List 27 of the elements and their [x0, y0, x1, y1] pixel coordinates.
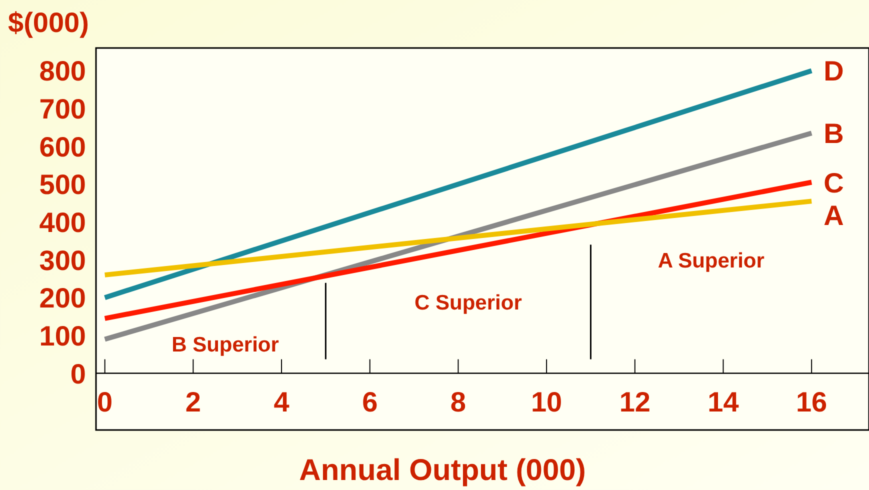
x-tick-label: 4 — [274, 386, 290, 418]
series-label: C — [824, 167, 844, 198]
y-tick-label: 0 — [70, 358, 86, 390]
series-label: A — [824, 200, 844, 232]
x-tick-label: 14 — [708, 386, 740, 418]
x-tick-label: 6 — [362, 386, 378, 418]
y-axis-title: $(000) — [8, 7, 89, 38]
y-tick-label: 700 — [39, 94, 86, 125]
y-tick-label: 600 — [39, 131, 86, 162]
y-tick-label: 400 — [39, 206, 86, 238]
x-tick-label: 2 — [185, 386, 201, 418]
x-tick-label: 12 — [619, 386, 650, 418]
y-tick-label: 800 — [39, 56, 86, 87]
series-label: D — [824, 56, 844, 87]
annotation: A Superior — [658, 249, 764, 272]
x-tick-label: 8 — [450, 386, 466, 418]
y-tick-label: 300 — [39, 244, 86, 276]
x-tick-label: 10 — [530, 386, 562, 418]
y-tick-label: 100 — [39, 320, 86, 352]
x-tick-label: 16 — [796, 386, 828, 418]
y-tick-label: 500 — [39, 169, 86, 200]
x-tick-label: 0 — [97, 386, 113, 418]
x-axis-title: Annual Output (000) — [299, 454, 586, 487]
series-label: B — [824, 118, 844, 150]
annotation: B Superior — [172, 333, 279, 356]
y-tick-label: 200 — [39, 282, 86, 314]
annotation: C Superior — [414, 291, 522, 314]
